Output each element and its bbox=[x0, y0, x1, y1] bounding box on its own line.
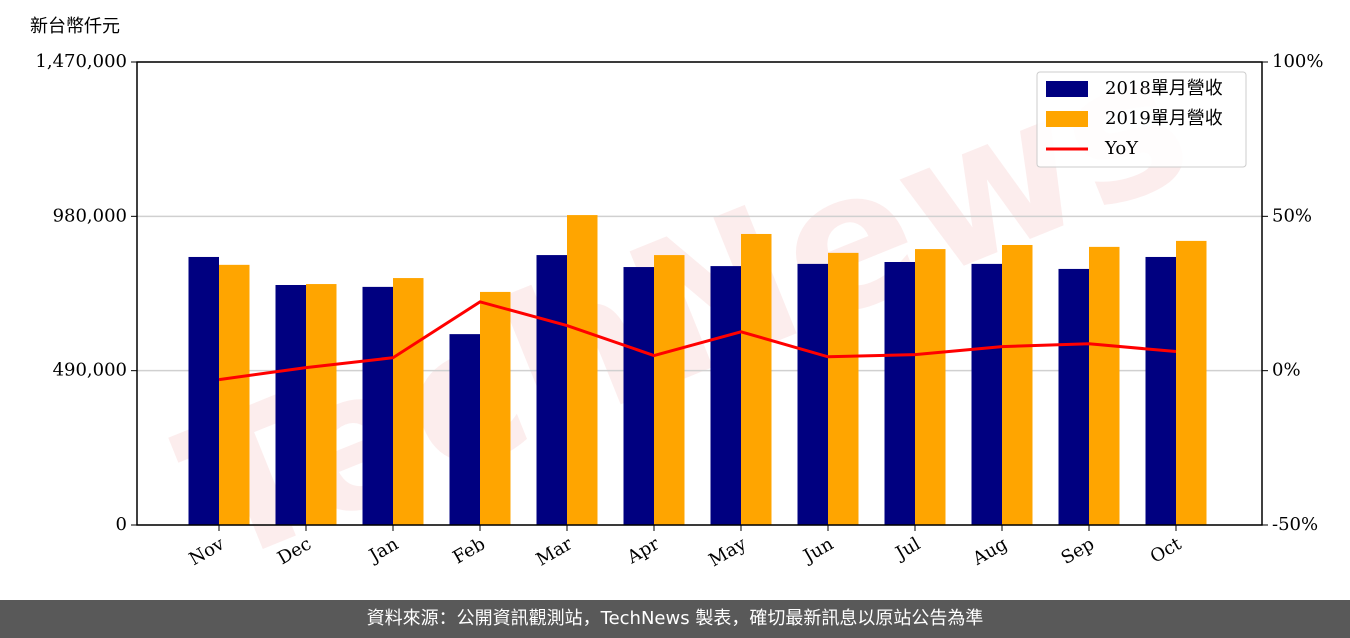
x-tick-label: Feb bbox=[449, 533, 489, 568]
legend-swatch bbox=[1046, 111, 1088, 127]
bar bbox=[1002, 244, 1033, 525]
y-tick-label: 1,470,000 bbox=[35, 51, 127, 72]
legend-label: 2019單月營收 bbox=[1105, 108, 1223, 129]
legend-label: 2018單月營收 bbox=[1105, 78, 1223, 99]
bar bbox=[971, 263, 1002, 525]
y2-tick-label: 0% bbox=[1272, 360, 1301, 381]
bar bbox=[393, 278, 424, 525]
bar bbox=[1176, 240, 1207, 525]
bar bbox=[306, 284, 337, 525]
legend-label: YoY bbox=[1104, 138, 1139, 159]
bar bbox=[1145, 256, 1176, 525]
bar bbox=[275, 284, 306, 525]
bar bbox=[536, 255, 567, 525]
x-tick-label: May bbox=[705, 533, 750, 571]
y-tick-label: 490,000 bbox=[53, 360, 127, 381]
bar bbox=[1058, 268, 1089, 525]
bar bbox=[623, 267, 654, 525]
y-tick-label: 0 bbox=[116, 514, 127, 535]
y2-tick-label: 50% bbox=[1272, 205, 1312, 226]
x-tick-label: Apr bbox=[623, 533, 663, 568]
bar bbox=[1089, 246, 1120, 525]
y-axis-label: 新台幣仟元 bbox=[30, 16, 120, 37]
x-tick-label: Jul bbox=[890, 533, 924, 565]
yoy-line bbox=[218, 300, 1177, 382]
footer: 資料來源：公開資訊觀測站，TechNews 製表，確切最新訊息以原站公告為準 bbox=[0, 600, 1350, 638]
bar bbox=[710, 266, 741, 525]
x-tick-label: Jun bbox=[798, 533, 837, 568]
bar bbox=[828, 252, 859, 525]
plot-frame bbox=[136, 61, 1263, 526]
y2-tick-label: 100% bbox=[1272, 51, 1323, 72]
x-tick-label: Mar bbox=[533, 533, 577, 570]
bar bbox=[567, 215, 598, 525]
chart: TechNews 新台幣仟元 0490,000980,0001,470,000-… bbox=[30, 7, 1323, 600]
bar bbox=[362, 286, 393, 525]
bar bbox=[480, 291, 511, 525]
bar bbox=[915, 249, 946, 526]
bar bbox=[654, 255, 685, 525]
bar bbox=[741, 233, 772, 525]
bar bbox=[797, 263, 828, 525]
bar bbox=[219, 264, 250, 525]
legend-swatch bbox=[1046, 81, 1088, 97]
y-tick-label: 980,000 bbox=[53, 205, 127, 226]
bar bbox=[449, 334, 480, 525]
bar bbox=[188, 256, 219, 525]
legend-box bbox=[1036, 71, 1247, 168]
x-tick-label: Oct bbox=[1147, 533, 1186, 568]
bar bbox=[884, 262, 915, 525]
y2-tick-label: -50% bbox=[1272, 514, 1318, 535]
x-tick-label: Sep bbox=[1058, 533, 1098, 568]
x-tick-label: Aug bbox=[968, 533, 1011, 570]
